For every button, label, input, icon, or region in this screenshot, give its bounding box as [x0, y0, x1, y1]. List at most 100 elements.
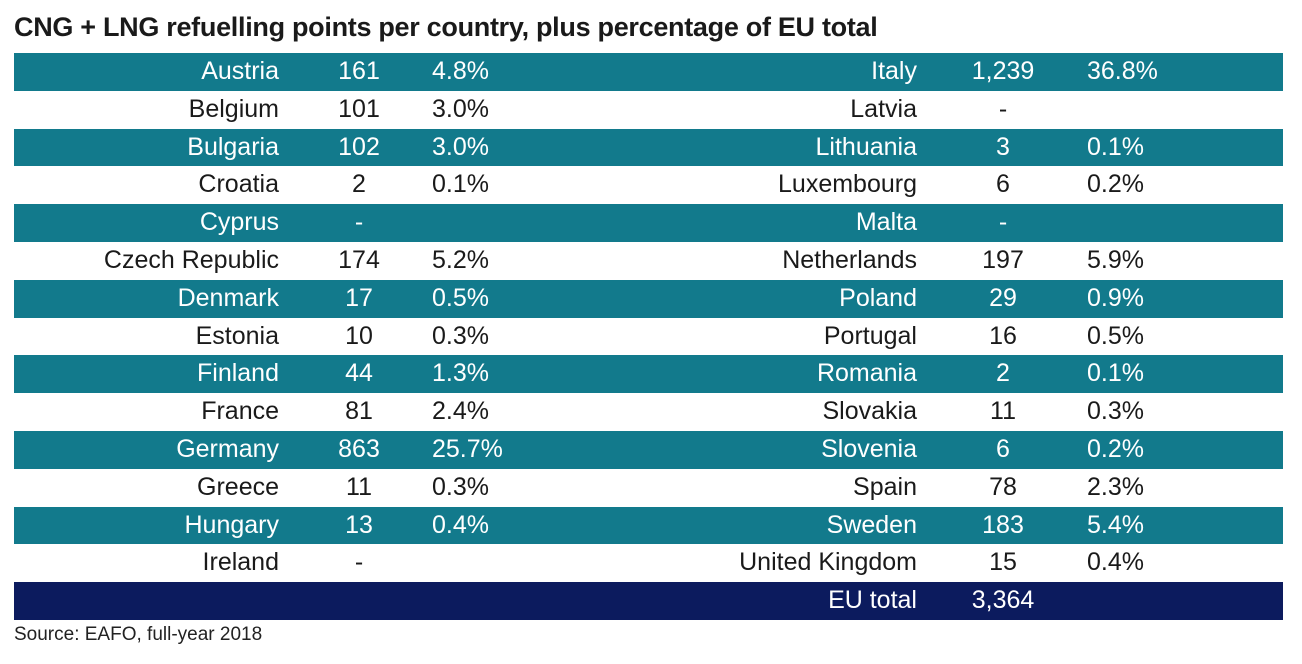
country-name: Poland [839, 283, 917, 312]
eu-percentage: 0.1% [432, 170, 489, 199]
refuelling-count: 3 [996, 132, 1010, 161]
country-name: Bulgaria [187, 132, 279, 161]
refuelling-count: - [998, 208, 1008, 237]
country-name: Cyprus [199, 208, 279, 237]
country-name: France [201, 397, 279, 426]
table-row: Cyprus - Malta - [14, 204, 1283, 242]
table-row: Finland 44 1.3% Romania 2 0.1% [14, 355, 1283, 394]
eu-percentage: 0.5% [432, 283, 489, 312]
country-name: Slovenia [821, 434, 917, 463]
country-name: Romania [816, 359, 917, 388]
refuelling-count: 81 [345, 397, 373, 426]
country-name: Ireland [202, 548, 279, 577]
eu-percentage: 0.3% [1087, 397, 1144, 426]
eu-percentage: 0.3% [432, 321, 489, 350]
eu-percentage: 5.4% [1087, 510, 1144, 539]
eu-percentage: 0.3% [432, 472, 489, 501]
refuelling-count: 2 [996, 359, 1010, 388]
eu-total-label: EU total [828, 586, 917, 615]
country-name: Greece [197, 472, 279, 501]
country-name: Belgium [188, 94, 279, 123]
refuelling-count: 78 [989, 472, 1017, 501]
source-note: Source: EAFO, full-year 2018 [14, 624, 263, 645]
refuelling-count: 16 [989, 321, 1017, 350]
eu-percentage: 36.8% [1087, 57, 1158, 85]
refuelling-count: 863 [338, 434, 380, 463]
eu-percentage: 5.9% [1087, 245, 1144, 274]
chart-title: CNG + LNG refuelling points per country,… [14, 12, 878, 42]
eu-percentage: 2.3% [1087, 472, 1144, 501]
table-row: Hungary 13 0.4% Sweden 183 5.4% [14, 506, 1283, 545]
refuelling-count: 17 [345, 283, 373, 312]
table-row: Belgium 101 3.0% Latvia - [14, 91, 1283, 129]
country-name: Lithuania [815, 132, 917, 161]
country-name: Portugal [823, 321, 917, 350]
country-name: United Kingdom [739, 548, 917, 577]
table-row: Austria 161 4.8% Italy 1,239 36.8% [14, 53, 1283, 91]
refuelling-count: 10 [345, 321, 373, 350]
eu-percentage: 0.1% [1087, 359, 1144, 388]
country-name: Latvia [850, 94, 917, 123]
eu-percentage: 3.0% [432, 132, 489, 161]
eu-percentage: 0.4% [1087, 548, 1144, 577]
refuelling-count: 44 [345, 359, 373, 388]
refuelling-count: 11 [990, 397, 1016, 426]
refuelling-count: 2 [352, 170, 366, 199]
country-name: Luxembourg [778, 170, 917, 199]
eu-percentage: 0.1% [1087, 132, 1144, 161]
table-row: Greece 11 0.3% Spain 78 2.3% [14, 469, 1283, 507]
table-row: Denmark 17 0.5% Poland 29 0.9% [14, 279, 1283, 318]
table-row: Croatia 2 0.1% Luxembourg 6 0.2% [14, 166, 1283, 204]
refuelling-count: 6 [996, 170, 1010, 199]
refuelling-count: 183 [982, 510, 1024, 539]
refuelling-count: - [354, 548, 364, 577]
eu-percentage: 0.2% [1087, 170, 1144, 199]
eu-percentage: 4.8% [432, 57, 489, 85]
eu-percentage: 5.2% [432, 245, 489, 274]
country-name: Estonia [195, 321, 279, 350]
eu-total-row: EU total 3,364 [14, 582, 1283, 620]
country-name: Malta [855, 208, 917, 237]
eu-percentage: 3.0% [432, 94, 489, 123]
eu-percentage: 0.9% [1087, 283, 1144, 312]
eu-percentage: 0.2% [1087, 434, 1144, 463]
country-name: Hungary [184, 510, 280, 539]
country-name: Czech Republic [103, 245, 279, 274]
table-row: Ireland - United Kingdom 15 0.4% [14, 544, 1283, 582]
refuelling-count: 101 [338, 94, 380, 123]
eu-percentage: 0.4% [432, 510, 489, 539]
refuelling-count: 6 [996, 434, 1010, 463]
country-name: Italy [871, 57, 917, 85]
table-row: Czech Republic 174 5.2% Netherlands 197 5.9% [14, 242, 1283, 280]
eu-percentage: 0.5% [1087, 321, 1144, 350]
country-name: Austria [201, 57, 279, 85]
country-name: Spain [853, 472, 917, 501]
eu-percentage: 2.4% [432, 397, 489, 426]
country-name: Denmark [177, 283, 279, 312]
table-row: Bulgaria 102 3.0% Lithuania 3 0.1% [14, 128, 1283, 167]
refuelling-count: 15 [989, 548, 1017, 577]
refuelling-count: - [998, 94, 1008, 123]
country-name: Germany [176, 434, 279, 463]
table-row: Estonia 10 0.3% Portugal 16 0.5% [14, 318, 1283, 356]
table-row: France 81 2.4% Slovakia 11 0.3% [14, 393, 1283, 431]
country-name: Finland [197, 359, 279, 388]
refuelling-count: 11 [346, 472, 372, 501]
table-row: Germany 863 25.7% Slovenia 6 0.2% [14, 430, 1283, 469]
refuelling-count: 102 [338, 132, 380, 161]
eu-percentage: 25.7% [432, 434, 503, 463]
eu-total-count: 3,364 [971, 586, 1035, 615]
refuelling-count: 29 [989, 283, 1017, 312]
refuelling-count: - [354, 208, 364, 237]
refuelling-count: 174 [338, 245, 380, 274]
refuelling-count: 161 [338, 57, 380, 85]
country-name: Sweden [826, 510, 917, 539]
refuelling-table: Austria 161 4.8% Italy 1,239 36.8% Belgium 101 3… [14, 53, 1283, 620]
refuelling-count: 197 [982, 245, 1024, 274]
country-name: Netherlands [782, 245, 917, 274]
refuelling-count: 1,239 [971, 57, 1035, 85]
refuelling-count: 13 [345, 510, 373, 539]
country-name: Slovakia [822, 397, 918, 426]
country-name: Croatia [198, 170, 279, 199]
eu-percentage: 1.3% [432, 359, 489, 388]
